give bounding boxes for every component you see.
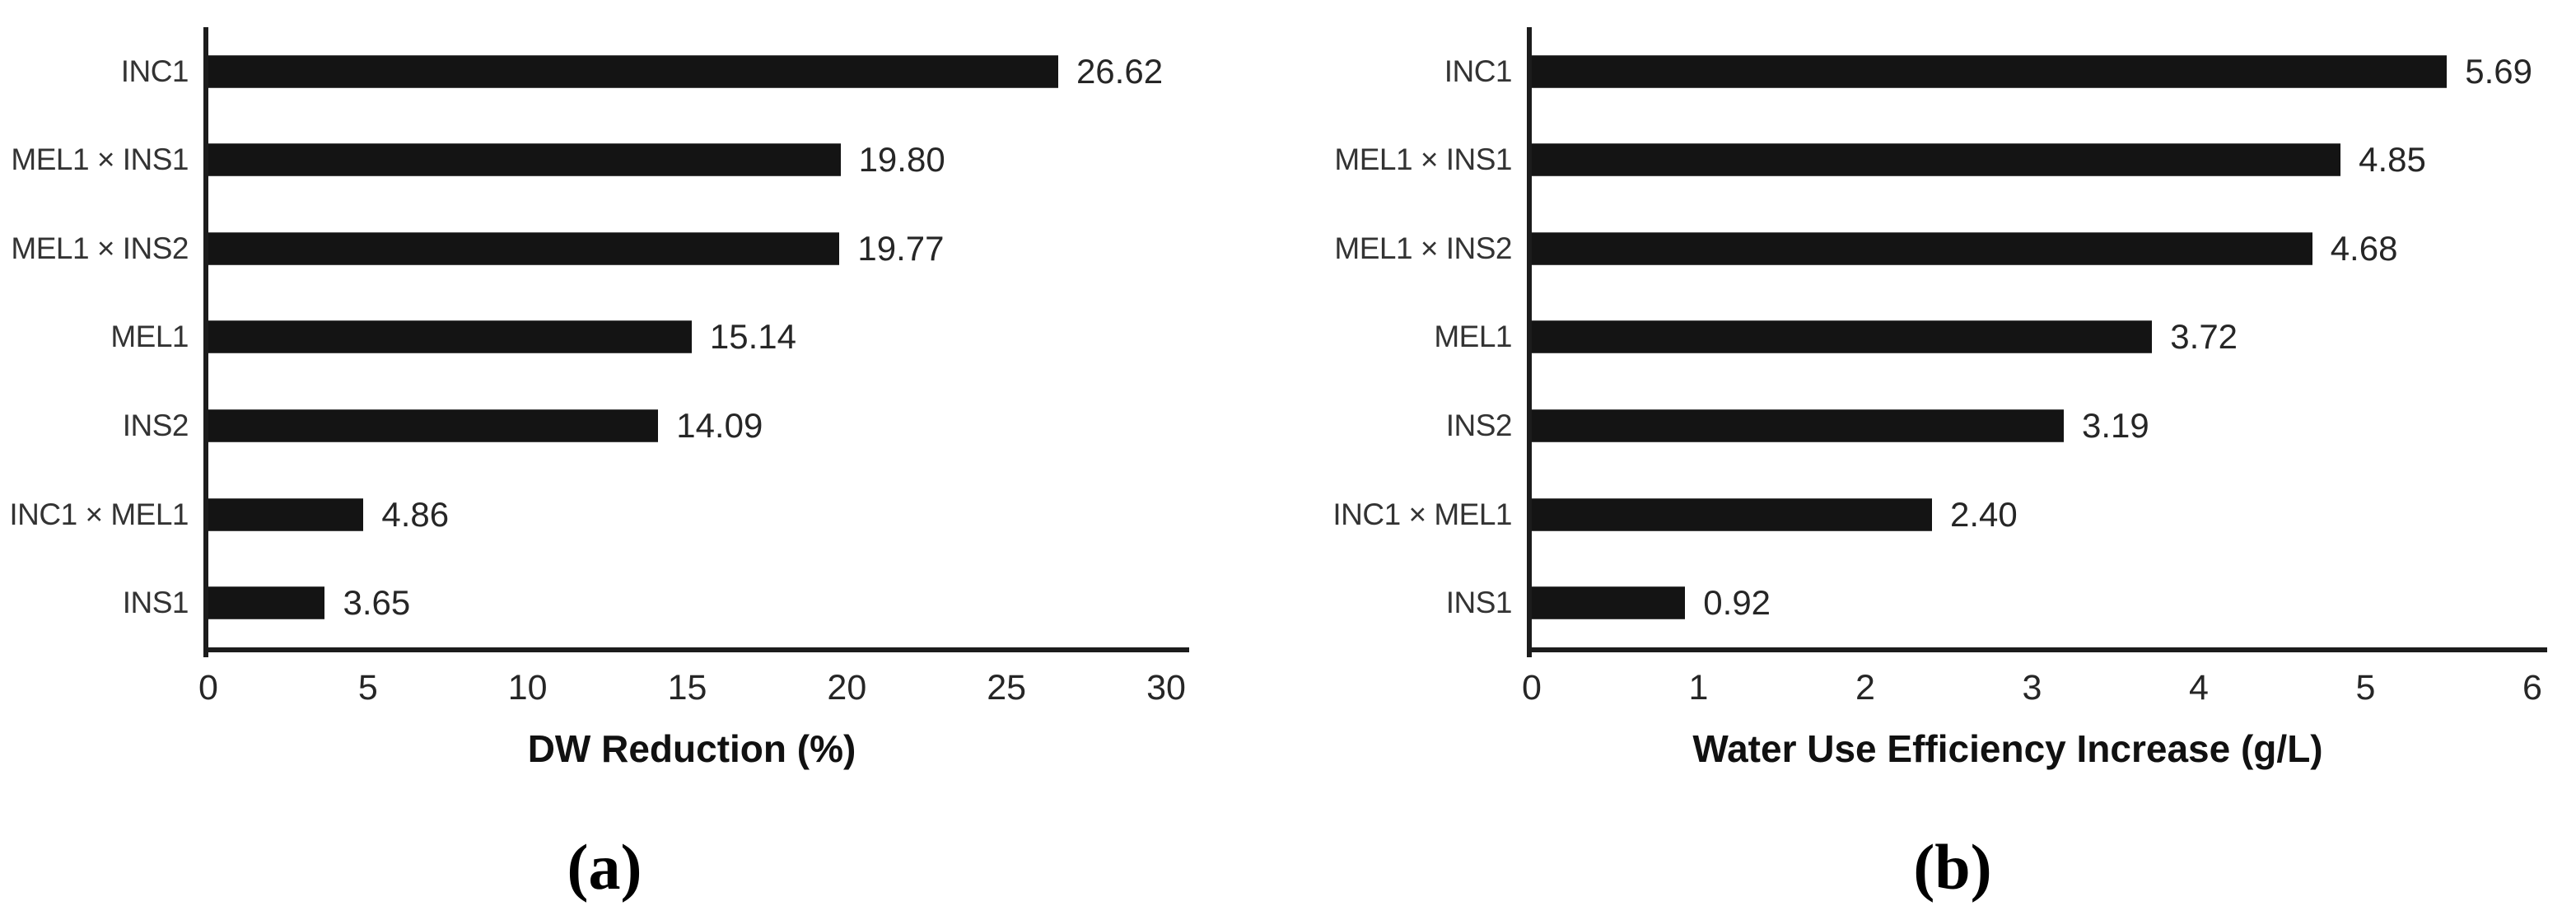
value-label: 3.72 [2170, 317, 2238, 357]
category-label: INS2 [1445, 409, 1513, 443]
x-axis-title-b: Water Use Efficiency Increase (g/L) [1692, 727, 2323, 770]
bar-row: INC1 5.69 [1444, 27, 2532, 116]
category-label: MEL1 [110, 320, 189, 354]
x-tick-label: 2 [1855, 668, 1875, 708]
category-label: INC1 [120, 54, 189, 88]
bar-row: INC1 × MEL1 4.86 [9, 470, 1166, 559]
category-label: MEL1 × INS2 [1334, 231, 1512, 265]
x-tick-label: 10 [507, 668, 548, 708]
bar [208, 55, 1058, 87]
bar-row: INS1 0.92 [1446, 558, 2532, 647]
x-tick-label: 30 [1146, 668, 1186, 708]
x-axis-line [1527, 647, 2547, 652]
x-tick-label: 4 [2189, 668, 2209, 708]
category-label: INC1 × MEL1 [9, 497, 189, 531]
bar-row: INC1 26.62 [121, 27, 1166, 116]
category-label: MEL1 × INS1 [1334, 142, 1512, 177]
bar [1532, 498, 1932, 530]
value-label: 3.19 [2081, 406, 2149, 446]
bar-row: MEL1 × INS1 4.85 [1334, 116, 2532, 205]
plot-area-b: INC1 5.69 MEL1 × INS1 4.85 MEL1 × INS2 4.68 ME… [1332, 27, 2542, 706]
value-label: 3.65 [343, 583, 411, 623]
value-label: 26.62 [1076, 51, 1164, 91]
x-tick-label: 3 [2022, 668, 2042, 708]
x-tick-label: 15 [667, 668, 707, 708]
y-axis-line [1527, 27, 1532, 657]
bar [208, 498, 364, 530]
bar [208, 144, 841, 176]
category-label: INC1 [1444, 54, 1513, 88]
bar-row: MEL1 × INS2 4.68 [1334, 204, 2532, 293]
x-tick-label: 5 [2355, 668, 2376, 708]
x-axis-title-a: DW Reduction (%) [527, 727, 856, 770]
bar-row: MEL1 3.72 [1434, 293, 2532, 382]
bar [1532, 321, 2153, 353]
bar [208, 232, 840, 264]
bar [1532, 410, 2064, 442]
bar [208, 321, 692, 353]
plot-area-a: INC1 26.62 MEL1 × INS1 19.80 MEL1 × INS2 19.7… [9, 27, 1186, 706]
bar-row: MEL1 × INS1 19.80 [11, 116, 1166, 205]
bar [1532, 232, 2312, 264]
category-label: INS1 [1445, 586, 1513, 620]
bar-row: INS2 3.19 [1446, 381, 2532, 470]
bar [1532, 587, 1686, 619]
bar [208, 410, 659, 442]
value-label: 15.14 [709, 317, 797, 357]
bar-row: MEL1 × INS2 19.77 [11, 204, 1166, 293]
value-label: 14.09 [676, 406, 763, 446]
value-label: 4.68 [2330, 228, 2398, 268]
category-label: MEL1 × INS1 [11, 142, 189, 177]
x-tick-label: 6 [2522, 668, 2542, 708]
x-tick-label: 20 [827, 668, 867, 708]
value-label: 5.69 [2465, 51, 2532, 91]
bar-row: INS1 3.65 [123, 558, 1166, 647]
panel-caption-b: (b) [1913, 831, 1992, 903]
category-label: INC1 × MEL1 [1332, 497, 1512, 531]
category-label: INS1 [122, 586, 189, 620]
x-tick-label: 25 [987, 668, 1027, 708]
bar [208, 587, 325, 619]
panel-caption-a: (a) [567, 831, 642, 903]
bar-row: MEL1 15.14 [110, 293, 1166, 382]
value-label: 19.80 [858, 140, 945, 180]
category-label: MEL1 × INS2 [11, 231, 189, 265]
value-label: 4.86 [381, 494, 450, 534]
bar-row: INS2 14.09 [123, 381, 1166, 470]
x-tick-label: 5 [357, 668, 378, 708]
bar-row: INC1 × MEL1 2.40 [1332, 470, 2532, 559]
value-label: 2.40 [1950, 494, 2018, 534]
y-axis-line [203, 27, 208, 657]
category-label: MEL1 [1434, 320, 1512, 354]
x-tick-label: 1 [1688, 668, 1709, 708]
category-label: INS2 [122, 409, 189, 443]
bar [1532, 144, 2341, 176]
x-tick-label: 0 [198, 668, 218, 708]
value-label: 0.92 [1703, 583, 1771, 623]
x-axis-line [203, 647, 1189, 652]
bar [1532, 55, 2448, 87]
value-label: 4.85 [2359, 140, 2426, 180]
x-tick-label: 0 [1522, 668, 1542, 708]
value-label: 19.77 [857, 228, 945, 268]
